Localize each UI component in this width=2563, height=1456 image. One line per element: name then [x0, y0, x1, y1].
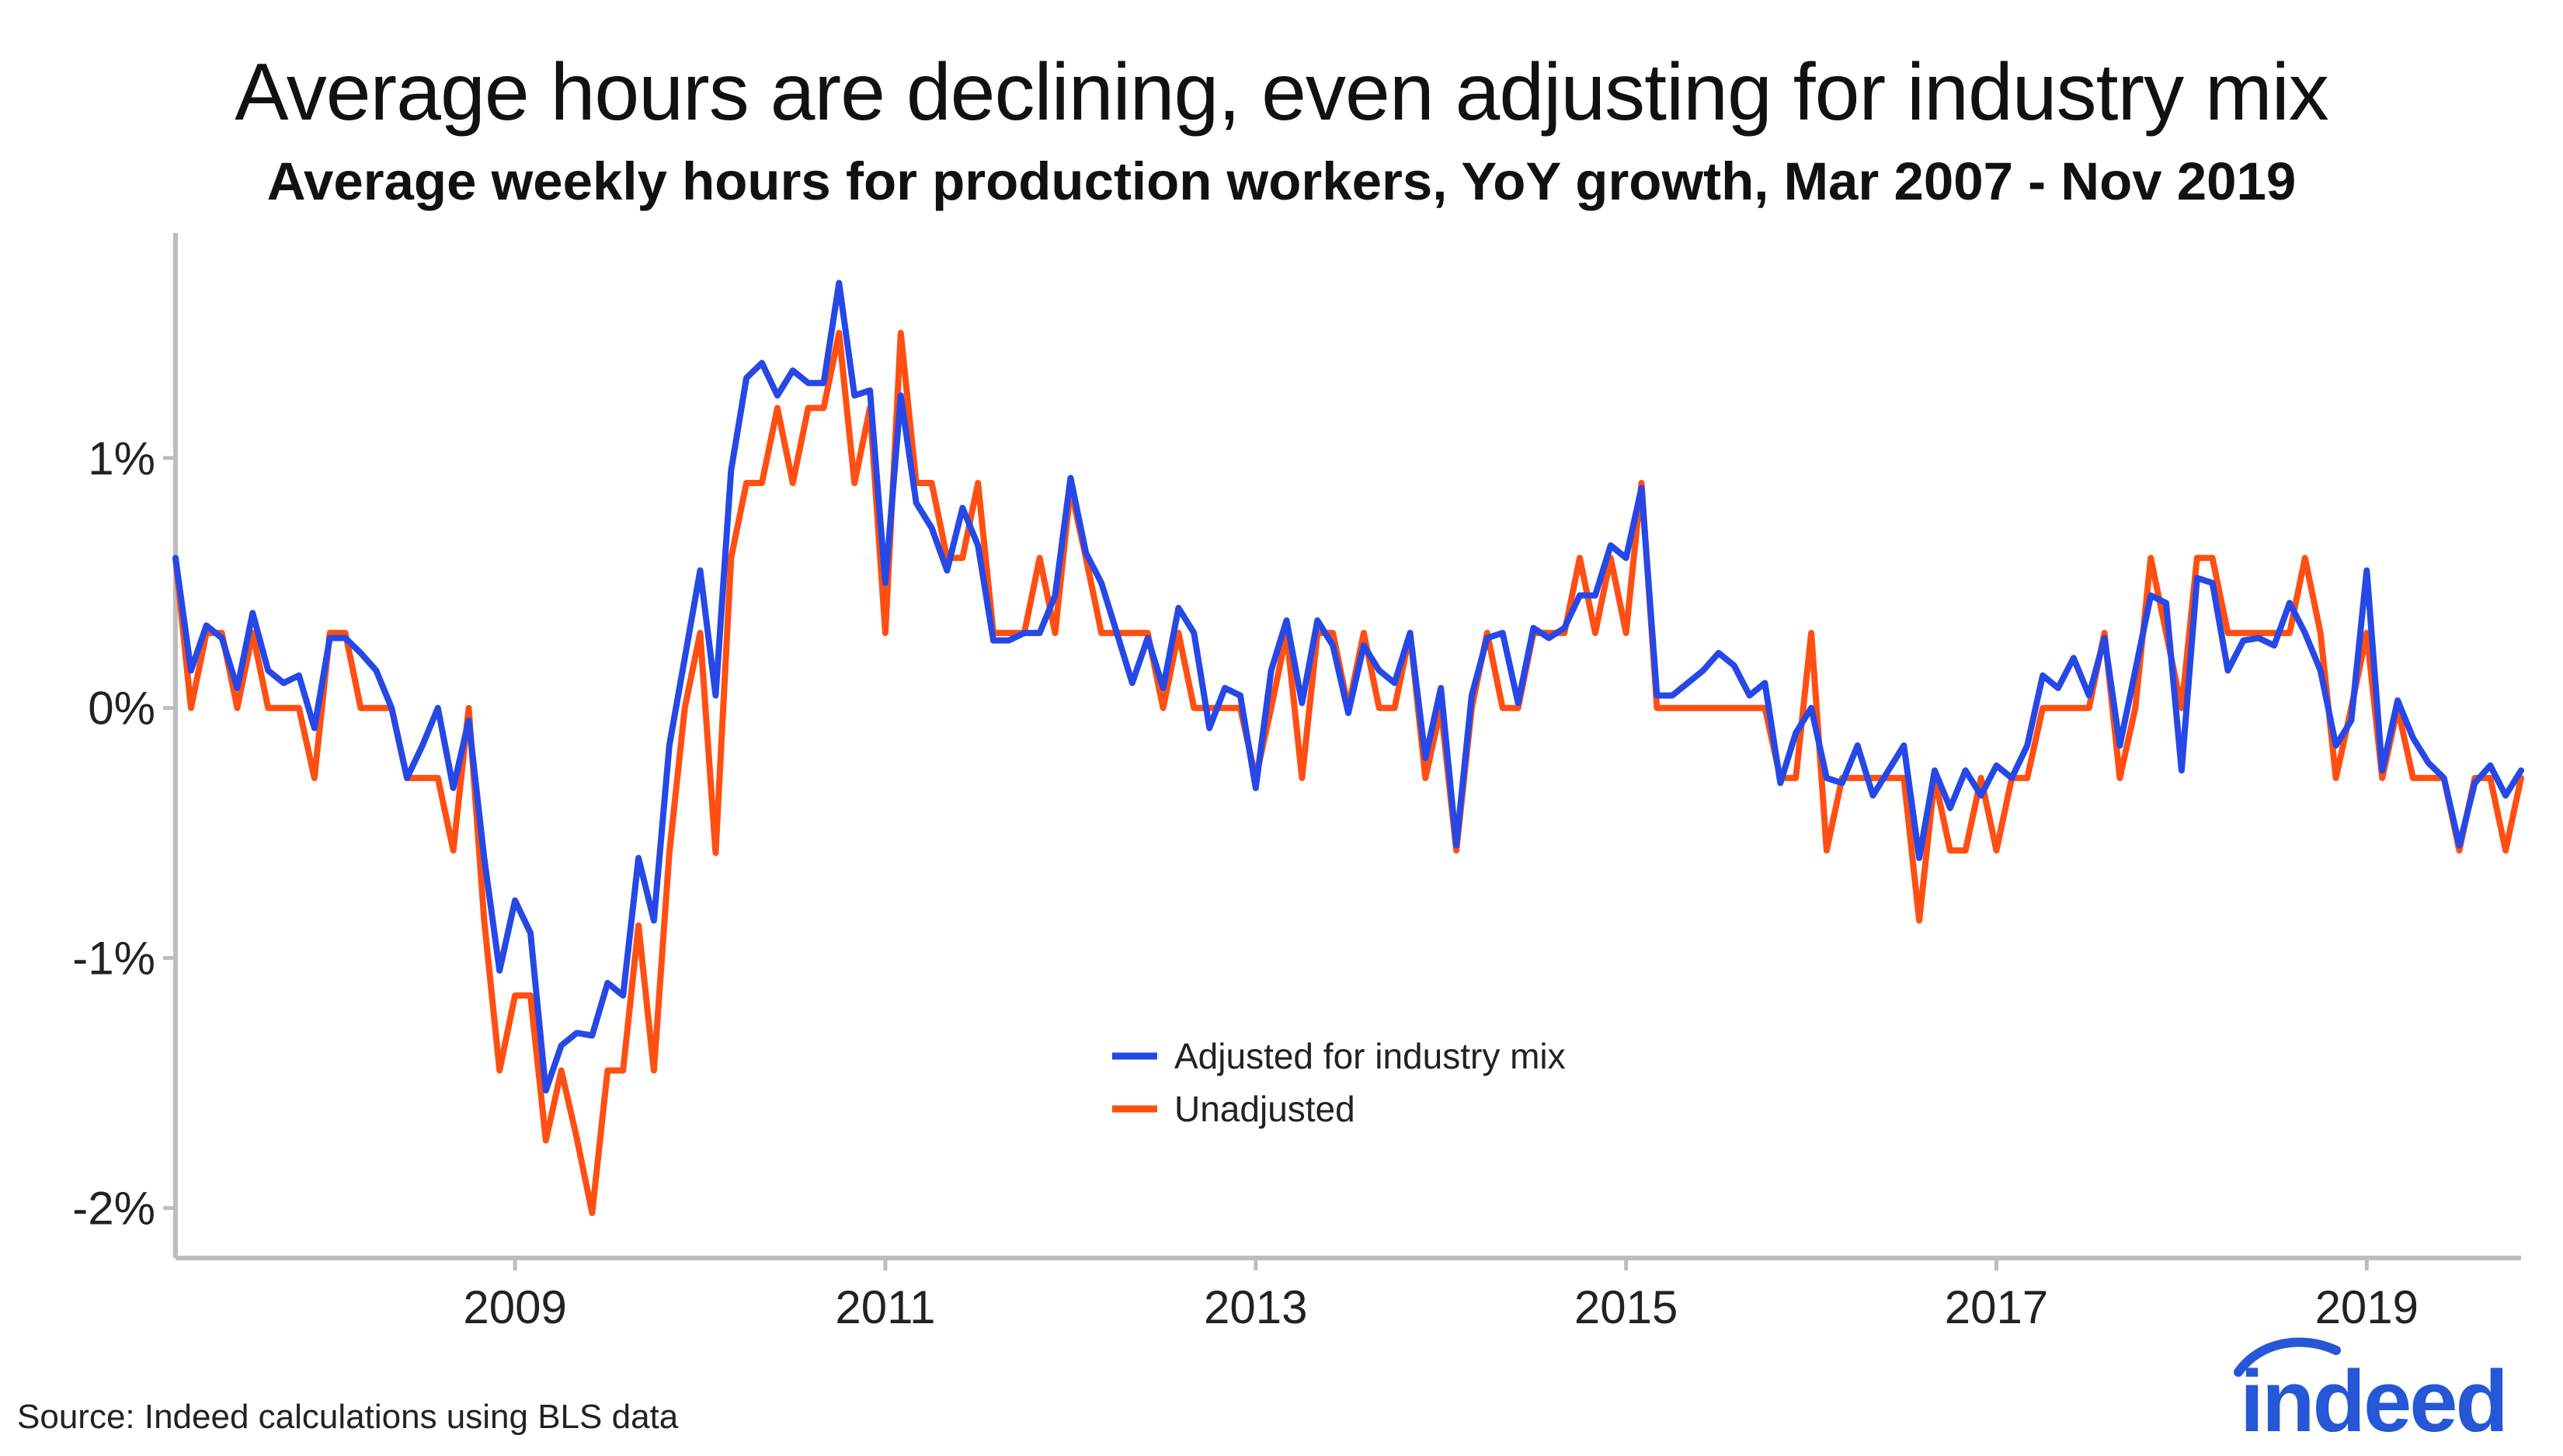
legend-label: Unadjusted — [1174, 1089, 1355, 1129]
chart-legend: Adjusted for industry mix Unadjusted — [1112, 1036, 1566, 1129]
series-line-unadjusted — [172, 329, 2524, 1216]
legend-label: Adjusted for industry mix — [1174, 1036, 1566, 1076]
chart-axes: 1% 0% -1% -2% 2009 2011 2013 2015 2017 2019 — [72, 233, 2521, 1333]
x-tick-label: 2019 — [2315, 1281, 2419, 1333]
x-tick-label: 2017 — [1945, 1281, 2048, 1333]
logo-wordmark: indeed — [2240, 1353, 2506, 1440]
y-tick-label: -1% — [72, 933, 155, 985]
x-tick-label: 2011 — [835, 1281, 935, 1333]
chart-title: Average hours are declining, even adjust… — [235, 47, 2329, 137]
series-layer — [172, 280, 2524, 1216]
y-tick-label: -2% — [72, 1183, 155, 1235]
indeed-logo: indeed — [2234, 1337, 2509, 1440]
y-tick-label: 1% — [88, 433, 155, 485]
x-tick-label: 2009 — [463, 1281, 566, 1333]
y-tick-label: 0% — [88, 683, 155, 735]
chart-subtitle: Average weekly hours for production work… — [266, 151, 2297, 211]
x-tick-label: 2015 — [1574, 1281, 1678, 1333]
source-note: Source: Indeed calculations using BLS da… — [17, 1398, 679, 1436]
x-tick-label: 2013 — [1204, 1281, 1307, 1333]
logo-arc-icon — [2234, 1337, 2341, 1377]
series-line-adjusted — [172, 280, 2524, 1094]
